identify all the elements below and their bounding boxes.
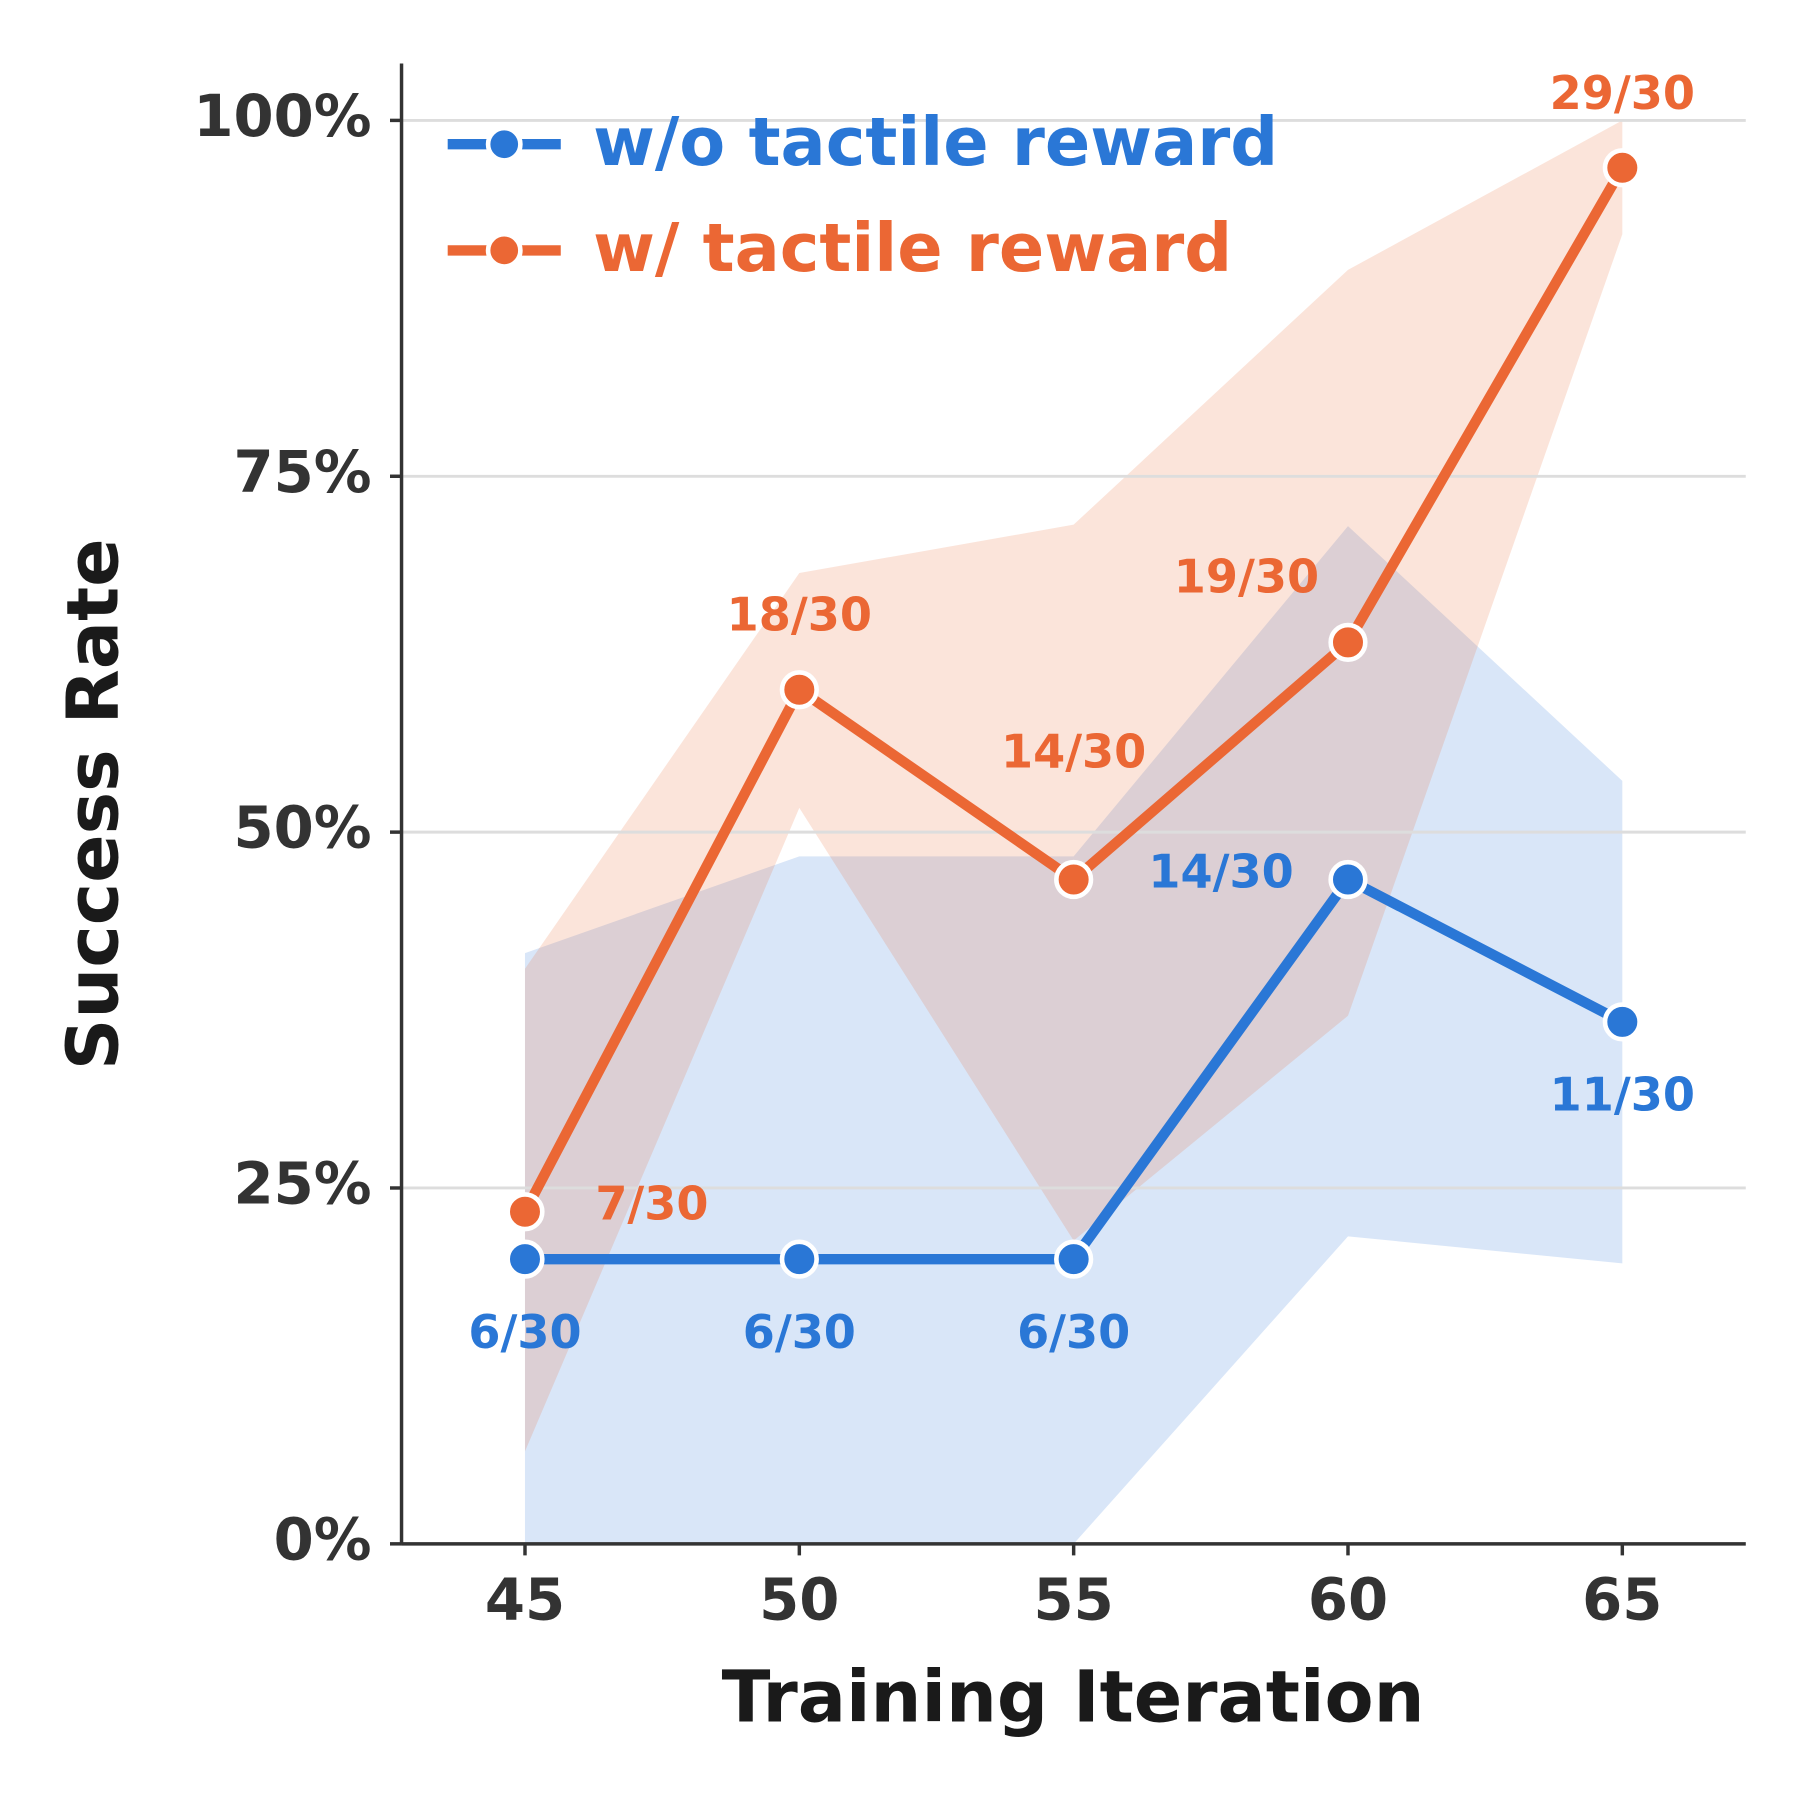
- band: [524, 526, 1623, 1544]
- y-tick-label: 0%: [274, 1505, 372, 1573]
- bands: [524, 120, 1623, 1544]
- y-tick-label: 100%: [193, 82, 371, 150]
- point: [1054, 1239, 1094, 1279]
- value-label: 14/30: [1148, 844, 1293, 898]
- value-label: 6/30: [1017, 1305, 1130, 1359]
- point: [505, 1192, 545, 1232]
- value-label: 7/30: [595, 1177, 708, 1231]
- value-label: 19/30: [1174, 550, 1319, 604]
- value-label: 6/30: [743, 1305, 856, 1359]
- x-axis-label: Training Iteration: [722, 1655, 1425, 1738]
- legend-label: w/ tactile reward: [593, 209, 1232, 287]
- point: [1054, 859, 1094, 900]
- value-label: 18/30: [727, 588, 872, 642]
- x-tick-label: 65: [1582, 1565, 1662, 1633]
- value-label: 14/30: [1001, 724, 1146, 778]
- value-label: 29/30: [1550, 66, 1695, 120]
- point: [1328, 622, 1368, 662]
- point: [1602, 148, 1642, 188]
- y-axis-label: Success Rate: [52, 538, 135, 1070]
- x-tick-label: 45: [485, 1565, 565, 1633]
- point: [505, 1239, 545, 1279]
- point: [779, 1239, 819, 1279]
- point: [1328, 859, 1368, 900]
- x-tick-label: 50: [759, 1565, 839, 1633]
- x-tick-label: 55: [1034, 1565, 1114, 1633]
- legend-marker: [485, 231, 523, 269]
- band: [524, 120, 1623, 1452]
- x-tick-label: 60: [1308, 1565, 1388, 1633]
- y-tick-label: 50%: [233, 794, 371, 862]
- legend-marker: [485, 125, 523, 163]
- value-label: 11/30: [1550, 1068, 1695, 1122]
- point: [779, 670, 819, 710]
- y-tick-label: 75%: [233, 438, 371, 506]
- legend-label: w/o tactile reward: [593, 103, 1278, 181]
- value-label: 6/30: [468, 1305, 581, 1359]
- y-tick-label: 25%: [233, 1150, 371, 1218]
- point: [1602, 1002, 1642, 1042]
